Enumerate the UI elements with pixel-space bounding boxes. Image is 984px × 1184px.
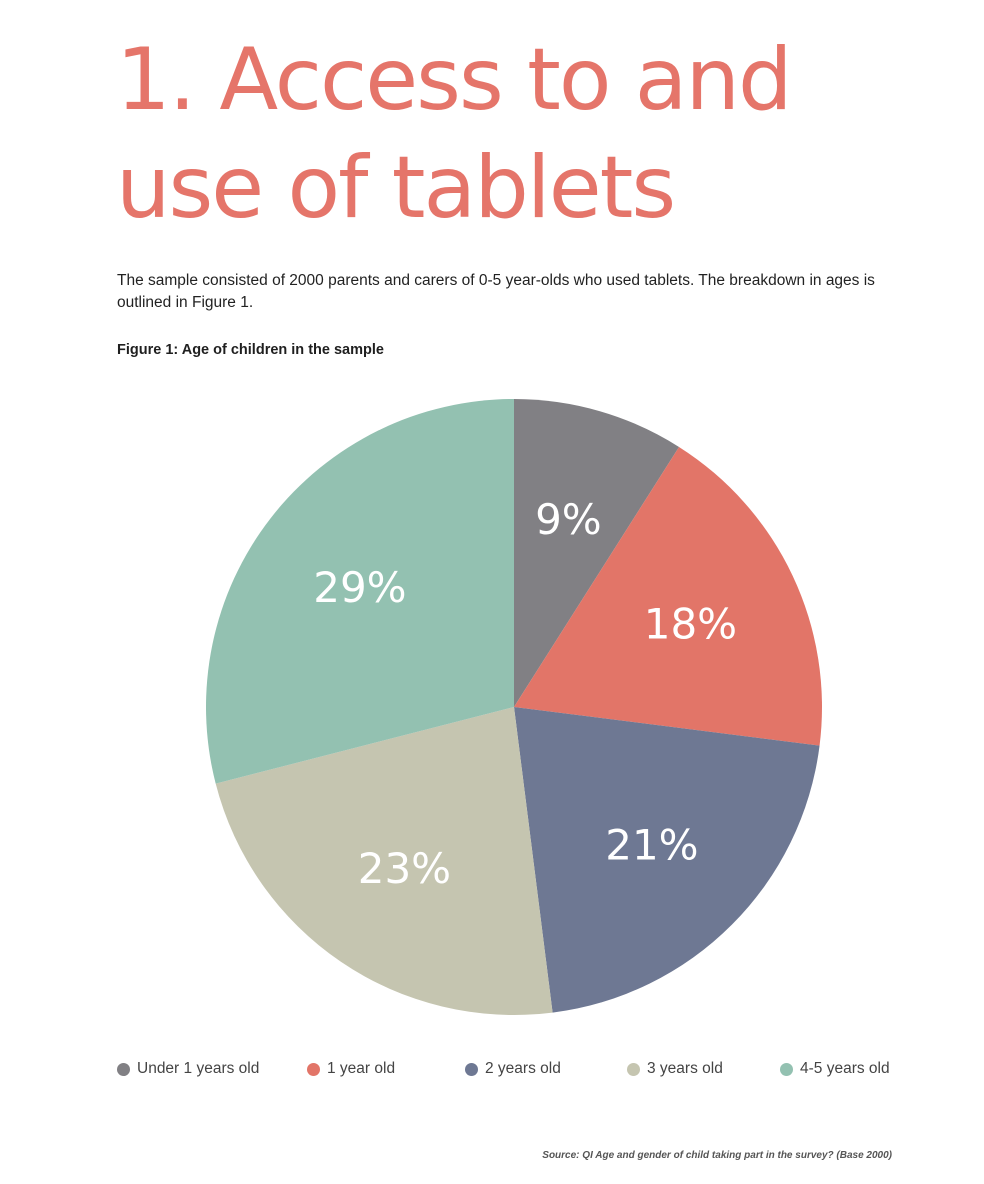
legend-swatch-icon <box>627 1062 640 1076</box>
pie-slice-0 <box>514 399 680 707</box>
intro-paragraph: The sample consisted of 2000 parents and… <box>117 272 875 311</box>
legend-label: 4-5 years old <box>800 1060 890 1077</box>
legend-item-4: 4-5 years old <box>780 1060 890 1078</box>
pie-chart-svg: 9% 18% 21% 23% 29% <box>206 399 822 1015</box>
legend-swatch-icon <box>117 1062 130 1076</box>
legend-label: 1 year old <box>327 1060 396 1077</box>
pie-slice-label-1: 18% <box>644 600 737 649</box>
pie-labels: 9% 18% 21% 23% 29% <box>313 495 737 893</box>
legend-label: 3 years old <box>647 1060 723 1077</box>
pie-slice-label-0: 9% <box>535 495 602 544</box>
legend-item-1: 1 year old <box>307 1060 395 1078</box>
source-note: Source: QI Age and gender of child takin… <box>542 1150 892 1161</box>
legend-label: 2 years old <box>485 1060 561 1077</box>
page-title-line-2: use of tablets <box>116 138 676 238</box>
pie-slice-1 <box>514 446 822 746</box>
pie-slice-4 <box>206 399 514 784</box>
page-title: 1. Access to and use of tablets <box>116 26 793 242</box>
legend-item-2: 2 years old <box>465 1060 561 1078</box>
legend-item-3: 3 years old <box>627 1060 723 1078</box>
pie-slices <box>206 399 822 1015</box>
pie-slice-label-2: 21% <box>605 820 698 869</box>
legend-swatch-icon <box>307 1062 320 1076</box>
legend-label: Under 1 years old <box>137 1060 260 1077</box>
pie-slice-label-3: 23% <box>358 844 451 893</box>
chart-legend: Under 1 years old 1 year old 2 years old 3 … <box>117 1060 897 1084</box>
pie-slice-2 <box>514 707 820 1013</box>
legend-item-0: Under 1 years old <box>117 1060 259 1078</box>
legend-swatch-icon <box>780 1062 793 1076</box>
figure-caption: Figure 1: Age of children in the sample <box>117 342 384 358</box>
page-title-line-1: 1. Access to and <box>116 30 793 130</box>
pie-slice-3 <box>215 707 553 1015</box>
pie-slice-label-4: 29% <box>313 563 406 612</box>
legend-swatch-icon <box>465 1062 478 1076</box>
pie-chart: 9% 18% 21% 23% 29% <box>0 380 984 1030</box>
